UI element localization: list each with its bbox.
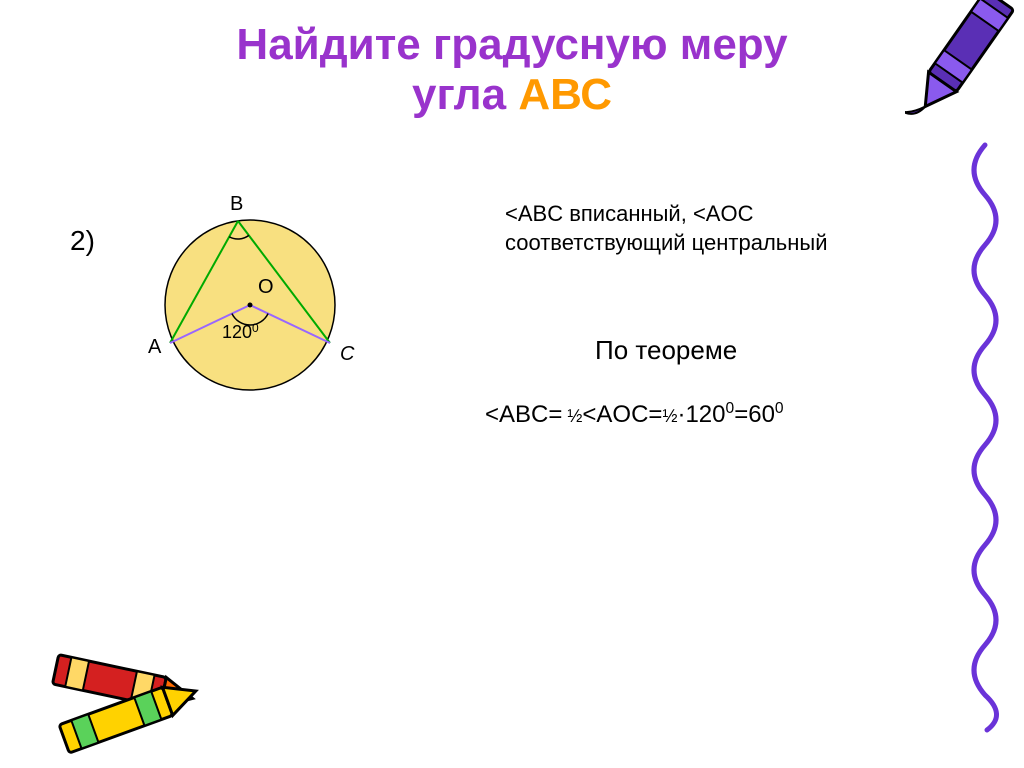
crayon-top-right <box>905 0 1024 160</box>
formula-eq: =60 <box>734 401 775 428</box>
formula-sup-2: 0 <box>775 400 784 417</box>
formula: <ABC= ½<AOC=½·1200=600 <box>485 400 784 429</box>
label-O: O <box>258 276 274 298</box>
crayons-bottom-left <box>40 620 230 765</box>
formula-mid-1: <AOC= <box>582 401 662 428</box>
squiggle-right-svg <box>955 140 1015 740</box>
squiggle-path <box>974 145 997 730</box>
title-main-1: Найдите градусную меру <box>236 20 787 69</box>
label-B: B <box>230 193 243 215</box>
given-line-2: соответствующий центральный <box>505 229 828 258</box>
title-line-2: угла АВС <box>0 70 1024 120</box>
geometry-diagram: A B C O 1200 <box>130 175 380 410</box>
given-text: <ABC вписанный, <AOC соответствующий цен… <box>505 200 828 257</box>
center-dot <box>248 303 253 308</box>
title-accent: АВС <box>518 70 612 119</box>
crayon-top-right-svg <box>905 0 1024 155</box>
formula-mid-2: ·120 <box>677 401 725 428</box>
page-title: Найдите градусную меру угла АВС <box>0 0 1024 120</box>
title-line-1: Найдите градусную меру <box>0 20 1024 70</box>
label-A: A <box>148 336 162 358</box>
problem-number: 2) <box>70 225 95 257</box>
formula-sup-1: 0 <box>726 400 735 417</box>
formula-half-2: ½ <box>662 406 677 426</box>
given-line-1: <ABC вписанный, <AOC <box>505 200 828 229</box>
formula-half-1: ½ <box>562 406 582 426</box>
title-main-2: угла <box>412 70 518 119</box>
crayons-bottom-left-svg <box>40 620 230 760</box>
theorem-label: По теореме <box>595 335 737 366</box>
label-C: C <box>340 343 355 365</box>
squiggle-right <box>955 140 1015 745</box>
diagram-svg: A B C O 1200 <box>130 175 380 405</box>
formula-lhs: <ABC= <box>485 401 562 428</box>
